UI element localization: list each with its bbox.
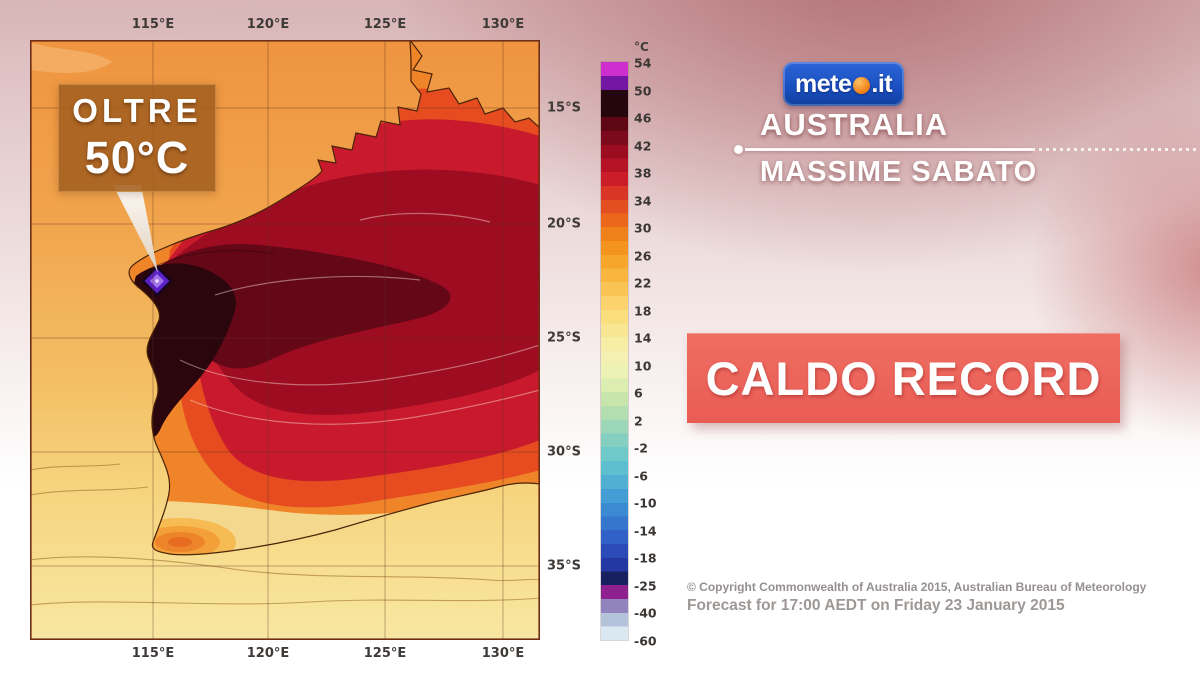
colorbar-labels: 54 50 46 42 38 34 30 26 22 18 14 10 6 2 -2 -6 -10 -14 -18 -… bbox=[634, 55, 674, 648]
colorbar-tick-label: 42 bbox=[634, 137, 652, 153]
hotspot-marker bbox=[141, 265, 173, 297]
colorbar-segment bbox=[601, 530, 628, 558]
lat-label: 15°S bbox=[547, 100, 581, 116]
lon-label-top: 125°E bbox=[363, 17, 407, 32]
colorbar-tick-label: 14 bbox=[634, 330, 652, 346]
colorbar-tick-label: -2 bbox=[634, 440, 648, 456]
colorbar-segment bbox=[601, 254, 628, 283]
colorbar-segment bbox=[601, 144, 628, 173]
colorbar-tick-label: -40 bbox=[634, 605, 657, 621]
colorbar-tick-label: 34 bbox=[634, 192, 652, 208]
colorbar-tick-label: -6 bbox=[634, 468, 648, 484]
lat-label: 25°S bbox=[547, 330, 581, 346]
logo-text-right: .it bbox=[871, 69, 893, 98]
temperature-map bbox=[29, 39, 541, 641]
colorbar-tick-label: 46 bbox=[634, 110, 652, 126]
copyright-text: © Copyright Commonwealth of Australia 20… bbox=[687, 580, 1147, 594]
map-frame bbox=[30, 40, 540, 641]
lat-label: 20°S bbox=[547, 216, 581, 232]
colorbar-tick-label: -18 bbox=[634, 550, 657, 566]
colorbar-segment bbox=[601, 392, 628, 420]
lon-label-top: 120°E bbox=[246, 17, 290, 32]
colorbar-tick-label: 2 bbox=[634, 413, 643, 429]
divider-dot bbox=[734, 145, 743, 154]
colorbar-segment bbox=[601, 62, 628, 90]
colorbar-tick-label: -25 bbox=[634, 578, 657, 594]
colorbar-segment bbox=[601, 117, 628, 145]
colorbar-segment bbox=[601, 282, 628, 310]
colorbar-bar bbox=[601, 62, 628, 641]
colorbar-segment bbox=[601, 447, 628, 475]
ocean-contours bbox=[29, 463, 541, 606]
temperature-map-svg bbox=[29, 39, 541, 641]
lat-label: 35°S bbox=[547, 558, 581, 574]
colorbar-tick-label: 26 bbox=[634, 247, 652, 263]
lon-label-bottom: 130°E bbox=[481, 646, 525, 661]
forecast-text: Forecast for 17:00 AEDT on Friday 23 Jan… bbox=[687, 597, 1065, 614]
page-subtitle: MASSIME SABATO bbox=[760, 156, 1038, 188]
colorbar-segment bbox=[601, 309, 628, 338]
caldo-record-banner: CALDO RECORD bbox=[687, 333, 1120, 423]
lon-label-bottom: 120°E bbox=[246, 646, 290, 661]
callout-line1: OLTRE bbox=[72, 92, 202, 129]
meteo-it-logo: mete .it bbox=[783, 62, 905, 106]
divider-line bbox=[745, 148, 1032, 151]
lon-label-bottom: 125°E bbox=[363, 646, 407, 661]
colorbar-segment bbox=[601, 227, 628, 255]
callout-pointer bbox=[113, 185, 158, 273]
colorbar-tick-label: 22 bbox=[634, 275, 652, 291]
divider-dotted-line bbox=[1032, 148, 1200, 151]
colorbar-tick-label: 18 bbox=[634, 302, 652, 318]
colorbar-tick-label: 30 bbox=[634, 220, 652, 236]
colorbar-tick-label: 10 bbox=[634, 358, 652, 373]
lon-label-top: 115°E bbox=[131, 17, 175, 32]
logo-text-left: mete bbox=[795, 69, 852, 98]
colorbar-segment bbox=[601, 557, 628, 586]
colorbar-tick-label: 38 bbox=[634, 165, 652, 181]
page-title: AUSTRALIA bbox=[760, 107, 949, 142]
callout-line2: 50°C bbox=[84, 132, 190, 183]
colorbar-segment bbox=[601, 337, 628, 365]
colorbar-tick-label: -10 bbox=[634, 495, 657, 511]
lon-label-top: 130°E bbox=[481, 17, 525, 32]
logo-orange-dot-icon bbox=[853, 76, 871, 94]
colorbar-segment bbox=[601, 89, 628, 118]
colorbar-segment bbox=[601, 585, 628, 613]
colorbar-segment bbox=[601, 199, 628, 228]
colorbar-tick-label: -14 bbox=[634, 523, 657, 539]
temperature-callout: OLTRE 50°C bbox=[58, 84, 216, 192]
colorbar-segment bbox=[601, 612, 628, 641]
colorbar-segment bbox=[601, 474, 628, 503]
colorbar-segment bbox=[601, 364, 628, 393]
colorbar-segment bbox=[601, 419, 628, 448]
colorbar-segment bbox=[601, 172, 628, 200]
colorbar-tick-label: 6 bbox=[634, 385, 643, 401]
colorbar-tick-label: 54 bbox=[634, 55, 652, 71]
banner-label: CALDO RECORD bbox=[705, 351, 1102, 405]
colorbar-tick-label: -60 bbox=[634, 633, 657, 649]
colorbar-segment bbox=[601, 502, 628, 531]
lat-label: 30°S bbox=[547, 444, 581, 460]
colorbar-tick-label: 50 bbox=[634, 82, 652, 98]
lon-label-bottom: 115°E bbox=[131, 646, 175, 661]
ocean-shallow-patch bbox=[30, 42, 112, 73]
colorbar-unit-label: °C bbox=[634, 40, 649, 54]
